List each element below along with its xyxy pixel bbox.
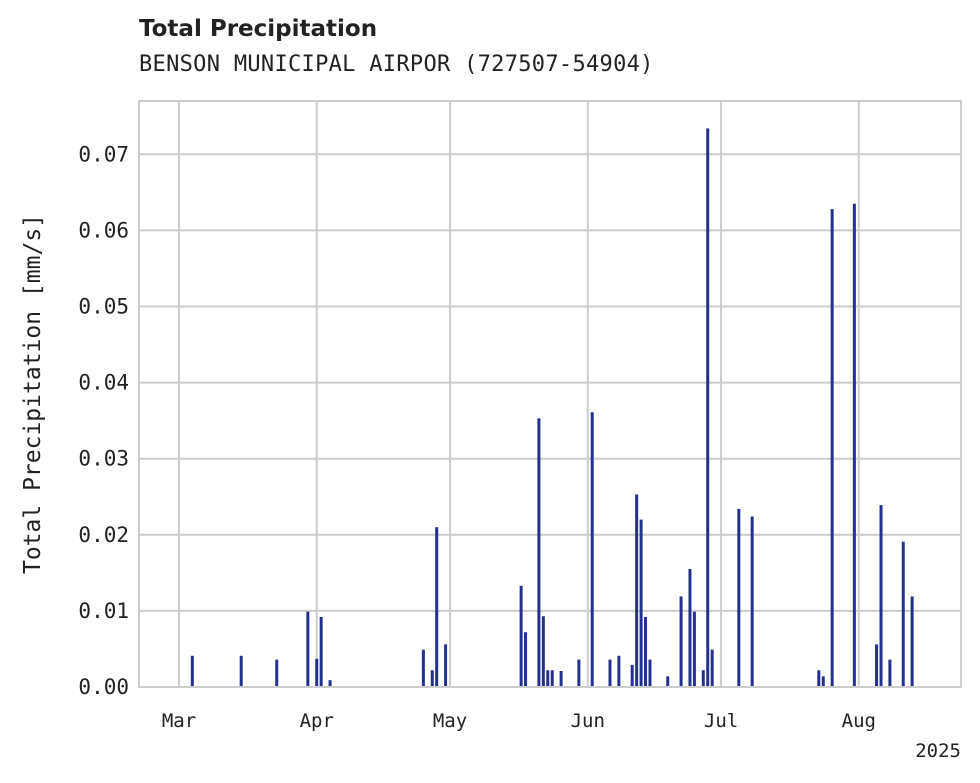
precipitation-bar [537, 418, 541, 687]
precipitation-bar [701, 670, 705, 687]
precipitation-bar [879, 505, 883, 687]
precipitation-bar [328, 680, 332, 687]
precipitation-bar [648, 659, 652, 687]
y-tick-label: 0.04 [78, 371, 129, 395]
precipitation-bar [750, 516, 754, 687]
bar-series [190, 128, 914, 687]
y-tick-label: 0.01 [78, 599, 129, 623]
precipitation-bar [524, 632, 528, 687]
precipitation-bar [635, 494, 639, 687]
precipitation-bar [430, 670, 434, 687]
precipitation-bar [692, 611, 696, 687]
y-axis-ticks: 0.00 0.01 0.02 0.03 0.04 0.05 0.06 0.07 [78, 142, 129, 699]
y-axis-label: Total Precipitation [mm/s] [20, 214, 46, 574]
precipitation-bar [688, 569, 692, 687]
precipitation-bar [306, 611, 310, 687]
precipitation-bar [550, 670, 554, 687]
precipitation-bar [577, 659, 581, 687]
precipitation-bar [546, 670, 550, 687]
precipitation-bar [910, 596, 914, 687]
y-tick-label: 0.07 [78, 142, 129, 166]
precipitation-bar [666, 676, 670, 687]
precipitation-bar [737, 508, 741, 687]
precipitation-bar [901, 541, 905, 687]
precipitation-bar [852, 203, 856, 687]
y-tick-label: 0.03 [78, 447, 129, 471]
precipitation-bar [421, 649, 425, 687]
grid-lines [139, 101, 961, 688]
precipitation-bar [608, 659, 612, 687]
precipitation-bar [817, 670, 821, 687]
x-tick-label: Apr [300, 710, 334, 732]
precipitation-bar [239, 655, 243, 687]
precipitation-bar [706, 128, 710, 687]
precipitation-bar [679, 596, 683, 687]
precipitation-bar [435, 527, 439, 687]
precipitation-bar [519, 585, 523, 687]
precipitation-bar [559, 671, 563, 687]
precipitation-bar [617, 655, 621, 687]
x-axis-ticks: Mar Apr May Jun Jul Aug [162, 710, 876, 732]
chart-subtitle: BENSON MUNICIPAL AIRPOR (727507-54904) [139, 52, 654, 77]
precipitation-bar [444, 644, 448, 687]
precipitation-bar [275, 659, 279, 687]
precipitation-bar [821, 676, 825, 687]
precipitation-bar [710, 649, 714, 687]
x-axis-year-label: 2025 [915, 740, 961, 762]
precipitation-bar [319, 616, 323, 687]
x-tick-label: Aug [842, 710, 876, 732]
precipitation-bar [315, 658, 319, 687]
precipitation-bar [541, 616, 545, 687]
precipitation-bar [190, 655, 194, 687]
y-tick-label: 0.05 [78, 294, 129, 318]
x-tick-label: Mar [162, 710, 196, 732]
x-tick-label: May [433, 710, 467, 732]
precipitation-bar [639, 519, 643, 687]
chart-title: Total Precipitation [139, 16, 378, 42]
precipitation-bar [875, 644, 879, 687]
precipitation-bar [644, 616, 648, 687]
precipitation-bar [888, 659, 892, 687]
y-tick-label: 0.02 [78, 523, 129, 547]
precipitation-bar [630, 664, 634, 687]
plot-frame [138, 100, 962, 688]
precipitation-bar [590, 412, 594, 687]
x-tick-label: Jul [704, 710, 738, 732]
precipitation-bar [830, 209, 834, 687]
y-tick-label: 0.06 [78, 218, 129, 242]
x-tick-label: Jun [571, 710, 605, 732]
y-tick-label: 0.00 [78, 675, 129, 699]
